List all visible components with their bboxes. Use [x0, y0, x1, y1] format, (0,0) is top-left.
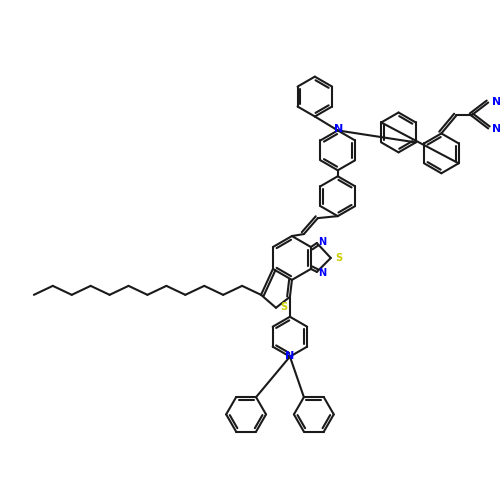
Text: N: N: [492, 96, 500, 106]
Text: N: N: [492, 124, 500, 134]
Text: S: S: [335, 253, 342, 263]
Text: N: N: [318, 237, 326, 247]
Text: N: N: [334, 124, 344, 134]
Text: N: N: [318, 268, 326, 278]
Text: S: S: [280, 302, 287, 312]
Text: N: N: [286, 350, 294, 360]
